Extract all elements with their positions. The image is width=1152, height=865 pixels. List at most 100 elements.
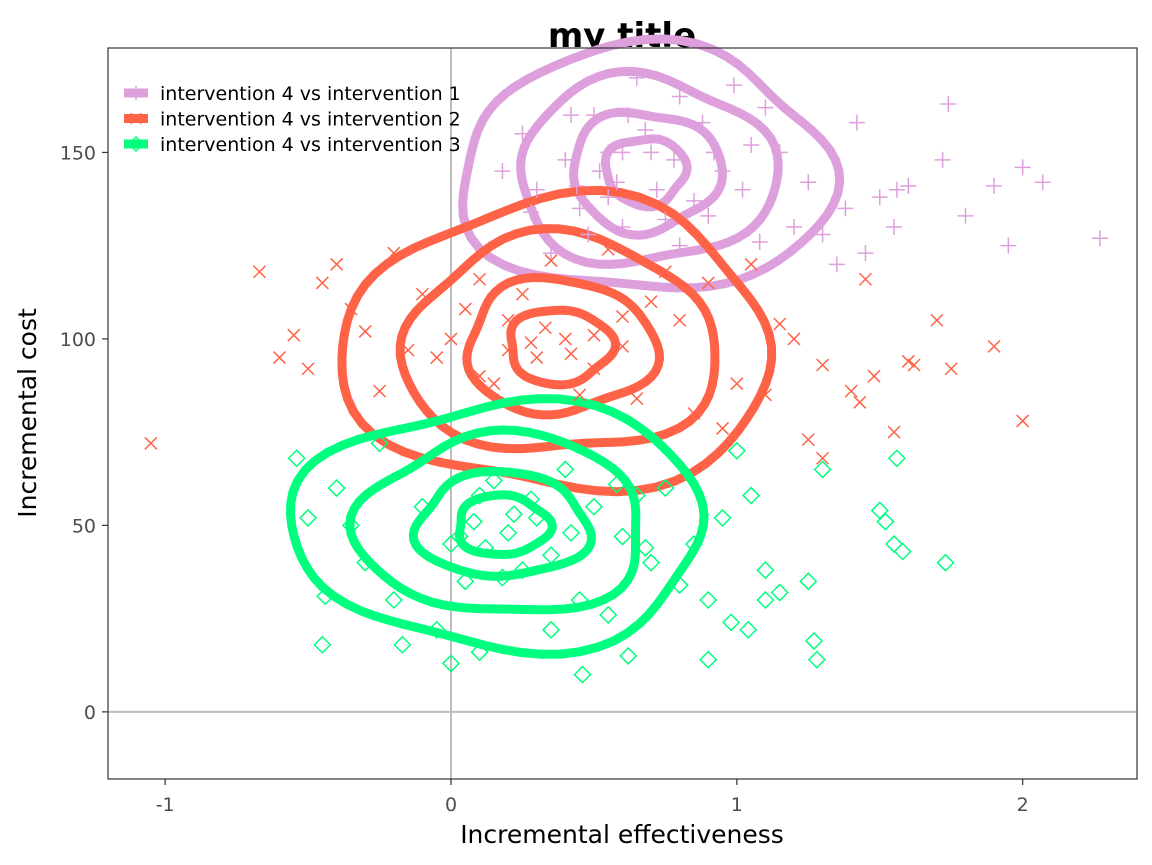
data-point	[699, 650, 718, 669]
data-point	[871, 189, 888, 206]
data-point	[673, 313, 687, 327]
data-point	[316, 587, 335, 606]
data-point	[600, 189, 617, 206]
data-point	[514, 125, 531, 142]
data-point	[356, 553, 375, 572]
data-point	[144, 436, 158, 450]
data-point	[687, 406, 701, 421]
data-point	[344, 302, 358, 316]
data-point	[558, 332, 572, 346]
data-point	[599, 605, 618, 624]
data-point	[786, 219, 802, 236]
data-point	[642, 553, 661, 572]
data-point	[523, 204, 540, 221]
data-point	[722, 613, 741, 632]
data-point	[470, 486, 489, 505]
data-point	[656, 479, 675, 498]
data-point	[757, 99, 774, 116]
data-point	[936, 553, 955, 572]
data-point	[742, 486, 761, 505]
plot-panel-border	[107, 47, 1138, 780]
data-point	[541, 546, 561, 565]
data-point	[561, 523, 581, 542]
data-point	[700, 207, 717, 224]
data-point	[901, 354, 915, 368]
data-point	[739, 620, 758, 639]
data-point	[584, 497, 603, 516]
data-point	[804, 631, 824, 651]
data-point	[857, 245, 874, 262]
legend-label: intervention 4 vs intervention 1	[160, 83, 461, 105]
data-point	[1016, 414, 1030, 428]
data-point	[701, 276, 715, 290]
data-point	[615, 310, 630, 324]
data-point	[671, 237, 688, 254]
data-point	[658, 265, 672, 279]
data-point	[315, 276, 329, 290]
data-point	[907, 358, 921, 372]
data-point	[744, 257, 758, 271]
data-point	[272, 351, 287, 365]
data-point	[1000, 237, 1017, 254]
data-point	[327, 479, 346, 498]
data-point	[957, 207, 974, 224]
data-point	[252, 265, 267, 279]
data-point	[837, 200, 854, 217]
x-tick-label: 0	[445, 794, 457, 816]
data-point	[614, 219, 631, 236]
data-point	[801, 433, 815, 447]
data-point	[630, 392, 644, 406]
data-point	[807, 650, 826, 669]
data-point	[844, 384, 858, 398]
data-point	[799, 572, 818, 591]
data-point	[614, 144, 631, 161]
y-axis-title: Incremental cost	[13, 308, 42, 518]
data-point	[665, 151, 682, 168]
data-point	[470, 643, 489, 662]
data-point	[358, 324, 372, 338]
data-point	[473, 272, 487, 286]
data-point	[601, 242, 615, 256]
data-point	[513, 561, 532, 580]
data-point	[814, 226, 831, 243]
data-point	[538, 321, 552, 335]
data-point	[504, 505, 523, 524]
contour-line	[286, 394, 709, 659]
y-tick-label: 0	[84, 702, 96, 724]
data-point	[608, 174, 625, 191]
data-point	[643, 144, 660, 161]
data-point	[930, 313, 944, 327]
data-point	[887, 449, 906, 468]
data-point	[527, 508, 546, 527]
data-point	[427, 620, 446, 639]
data-point	[450, 527, 469, 546]
data-point	[607, 475, 626, 494]
data-point	[751, 233, 768, 250]
data-point	[415, 287, 429, 301]
data-point	[725, 77, 742, 94]
data-point	[585, 107, 602, 124]
data-point	[494, 163, 511, 180]
data-point	[580, 226, 597, 243]
data-point	[867, 369, 881, 383]
data-point	[493, 568, 512, 587]
x-tick-label: 2	[1017, 794, 1029, 816]
data-point	[987, 339, 1001, 353]
data-point	[476, 538, 495, 557]
data-point	[615, 339, 630, 353]
data-point	[816, 451, 830, 465]
data-point	[441, 654, 461, 673]
data-point	[129, 86, 143, 100]
data-point	[430, 351, 444, 365]
data-point	[743, 136, 760, 153]
data-point	[528, 181, 545, 198]
data-point	[884, 534, 904, 554]
contour-line	[408, 467, 596, 581]
data-point	[1014, 159, 1031, 176]
data-point	[771, 144, 788, 161]
y-axis: 0 50 100 150	[60, 142, 108, 724]
data-point	[648, 181, 665, 198]
legend-item: intervention 4 vs intervention 1	[124, 83, 461, 105]
contour-line	[462, 273, 664, 420]
data-point	[787, 332, 801, 346]
